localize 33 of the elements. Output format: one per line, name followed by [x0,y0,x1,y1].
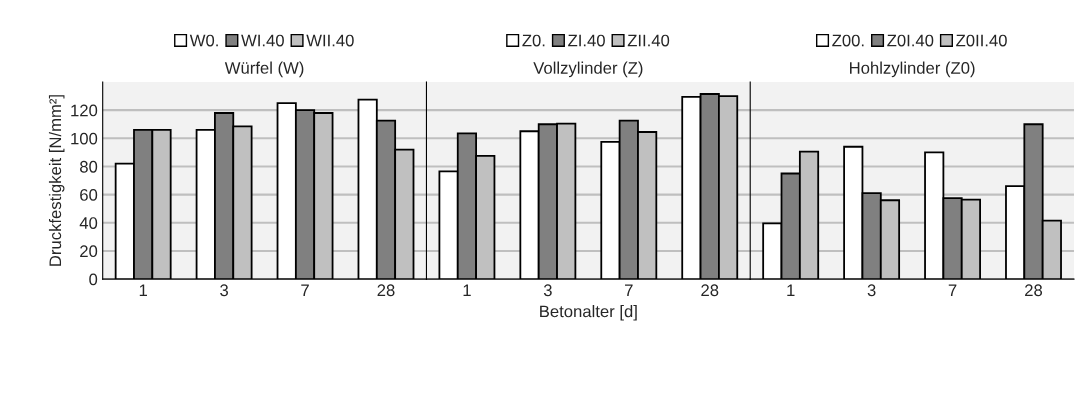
legend-label: WII.40 [306,34,354,47]
legend-label: ZI.40 [568,34,605,47]
y-axis-title: Druckfestigkeit [N/mm²] [48,95,65,266]
x-tick-label: 28 [701,284,719,297]
x-tick-label: 7 [301,284,309,297]
legend-label: ZII.40 [627,34,670,47]
y-tick-label: 60 [80,189,98,201]
x-tick-label: 3 [867,284,876,297]
x-tick-label: 7 [625,284,633,297]
y-tick-label: 100 [71,132,98,145]
x-tick-label: 1 [463,284,471,297]
y-tick-label: 120 [71,104,98,117]
legend-label: Z0I.40 [887,34,934,47]
x-tick-label: 28 [1025,284,1043,297]
legend-label: Z0II.40 [956,34,1007,47]
y-tick-label: 40 [79,217,98,229]
y-tick-label: 0 [89,273,98,286]
x-tick-label: 1 [139,284,147,297]
x-tick-label: 1 [787,284,795,297]
chart-title: Würfel (W) [224,61,304,78]
x-tick-label: 3 [220,284,229,297]
legend-label: Z0. [522,34,545,47]
x-tick-label: 7 [948,284,957,297]
legend-label: WI.40 [241,34,284,47]
legend-label: W0. [189,34,218,47]
y-tick-label: 20 [80,245,98,258]
x-tick-label: 3 [543,284,552,297]
legend-label: Z00. [832,34,864,47]
x-axis-title: Betonalter [d] [540,305,637,321]
chart-title: Hohlzylinder (Z0) [850,61,975,78]
chart-title: Vollzylinder (Z) [533,61,643,78]
x-tick-label: 28 [377,284,395,297]
y-tick-label: 80 [80,160,98,173]
